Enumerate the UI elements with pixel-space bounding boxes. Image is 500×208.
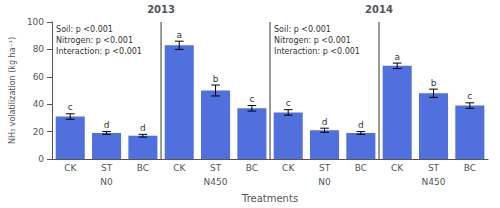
svg-text:ST: ST bbox=[428, 163, 440, 173]
svg-text:d: d bbox=[104, 120, 110, 130]
svg-text:CK: CK bbox=[391, 163, 404, 173]
svg-text:d: d bbox=[322, 117, 328, 127]
svg-text:c: c bbox=[467, 91, 472, 101]
svg-text:Interaction: p <0.001: Interaction: p <0.001 bbox=[56, 47, 142, 56]
svg-text:b: b bbox=[213, 74, 219, 84]
svg-text:80: 80 bbox=[33, 44, 45, 54]
svg-text:b: b bbox=[431, 78, 437, 88]
svg-text:c: c bbox=[249, 94, 254, 104]
svg-text:40: 40 bbox=[33, 99, 45, 109]
svg-text:a: a bbox=[176, 30, 182, 40]
svg-text:c: c bbox=[68, 102, 73, 112]
svg-text:2013: 2013 bbox=[147, 4, 175, 15]
svg-text:CK: CK bbox=[282, 163, 295, 173]
svg-text:BC: BC bbox=[464, 163, 476, 173]
svg-text:BC: BC bbox=[355, 163, 367, 173]
svg-text:100: 100 bbox=[27, 17, 44, 27]
svg-text:N0: N0 bbox=[100, 177, 113, 187]
svg-text:ST: ST bbox=[319, 163, 331, 173]
svg-text:N450: N450 bbox=[204, 177, 228, 187]
svg-text:BC: BC bbox=[137, 163, 149, 173]
svg-text:CK: CK bbox=[64, 163, 77, 173]
svg-text:0: 0 bbox=[38, 154, 44, 164]
svg-text:a: a bbox=[394, 52, 400, 62]
svg-text:Nitrogen: p <0.001: Nitrogen: p <0.001 bbox=[56, 36, 133, 45]
svg-text:Interaction: p <0.001: Interaction: p <0.001 bbox=[274, 47, 360, 56]
svg-text:60: 60 bbox=[33, 72, 45, 82]
svg-text:N450: N450 bbox=[422, 177, 446, 187]
svg-text:2014: 2014 bbox=[365, 4, 393, 15]
svg-text:d: d bbox=[140, 123, 146, 133]
svg-text:Soil: p <0.001: Soil: p <0.001 bbox=[56, 25, 113, 34]
svg-text:CK: CK bbox=[173, 163, 186, 173]
svg-text:c: c bbox=[286, 98, 291, 108]
svg-text:d: d bbox=[358, 120, 364, 130]
svg-text:ST: ST bbox=[210, 163, 222, 173]
svg-text:20: 20 bbox=[33, 127, 45, 137]
svg-text:ST: ST bbox=[101, 163, 113, 173]
svg-text:Soil: p <0.001: Soil: p <0.001 bbox=[274, 25, 331, 34]
svg-text:BC: BC bbox=[246, 163, 258, 173]
svg-text:N0: N0 bbox=[318, 177, 331, 187]
svg-text:Nitrogen: p <0.001: Nitrogen: p <0.001 bbox=[274, 36, 351, 45]
svg-text:Treatments: Treatments bbox=[241, 193, 298, 204]
svg-text:NH₃ volatilization (kg ha⁻¹): NH₃ volatilization (kg ha⁻¹) bbox=[8, 37, 17, 144]
